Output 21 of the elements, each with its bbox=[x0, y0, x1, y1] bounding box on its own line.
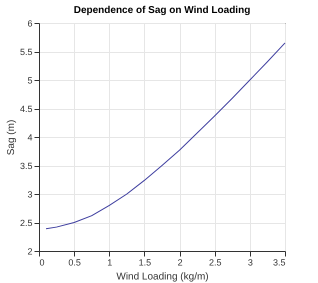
y-tick-label: 2 bbox=[27, 246, 32, 256]
y-tick-label: 5.5 bbox=[20, 47, 32, 57]
y-tick-label: 4.5 bbox=[20, 104, 32, 114]
x-tick-label: 1 bbox=[107, 258, 112, 268]
y-axis-title: Sag (m) bbox=[6, 120, 17, 156]
y-tick-label: 5 bbox=[27, 76, 32, 86]
x-tick-label: 2 bbox=[178, 258, 183, 268]
x-axis-title: Wind Loading (kg/m) bbox=[116, 272, 209, 282]
x-tick-label: 0.5 bbox=[68, 258, 81, 268]
chart-title: Dependence of Sag on Wind Loading bbox=[74, 5, 250, 16]
y-tick-label: 6 bbox=[27, 18, 32, 28]
x-tick-label: 1.5 bbox=[138, 258, 152, 268]
y-tick-label: 2.5 bbox=[20, 218, 32, 228]
y-tick-label: 3 bbox=[27, 190, 32, 200]
x-tick-label: 3.5 bbox=[272, 258, 286, 268]
y-tick-label: 3.5 bbox=[20, 161, 32, 171]
y-tick-label: 4 bbox=[27, 132, 32, 142]
x-tick-label: 0 bbox=[40, 258, 45, 268]
x-tick-label: 2.5 bbox=[208, 258, 222, 268]
x-tick-label: 3 bbox=[248, 258, 253, 268]
line-series bbox=[46, 42, 286, 230]
